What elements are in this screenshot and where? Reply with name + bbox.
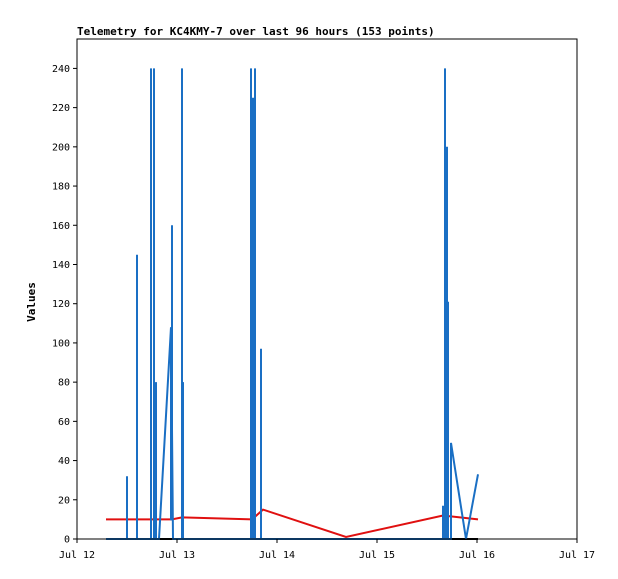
y-tick-label: 160 [52,221,70,232]
series-line-1 [106,508,479,539]
y-axis: 0 20 40 60 80 100 120 140 160 180 200 220 240 [52,64,77,546]
x-tick-label: Jul 14 [259,550,295,561]
y-tick-label: 0 [64,535,70,546]
x-tick-label: Jul 13 [159,550,195,561]
y-tick-label: 40 [58,456,70,467]
x-tick-label: Jul 17 [559,550,595,561]
series-line-2 [106,68,479,540]
y-axis-label: Values [25,282,38,322]
y-tick-label: 200 [52,142,70,153]
x-tick-label: Jul 16 [459,550,495,561]
y-tick-label: 20 [58,495,70,506]
chart-title: Telemetry for KC4KMY-7 over last 96 hour… [77,25,435,38]
y-tick-label: 240 [52,64,70,75]
y-tick-label: 60 [58,417,70,428]
x-tick-label: Jul 15 [359,550,395,561]
x-tick-label: Jul 12 [59,550,95,561]
y-tick-label: 100 [52,338,70,349]
y-tick-label: 120 [52,299,70,310]
plot-frame [76,38,578,540]
y-tick-label: 220 [52,103,70,114]
series-layer [106,68,479,540]
x-axis: Jul 12 Jul 13 Jul 14 Jul 15 Jul 16 Jul 17 [59,539,595,561]
y-tick-label: 140 [52,260,70,271]
y-tick-label: 180 [52,182,70,193]
y-tick-label: 80 [58,378,70,389]
